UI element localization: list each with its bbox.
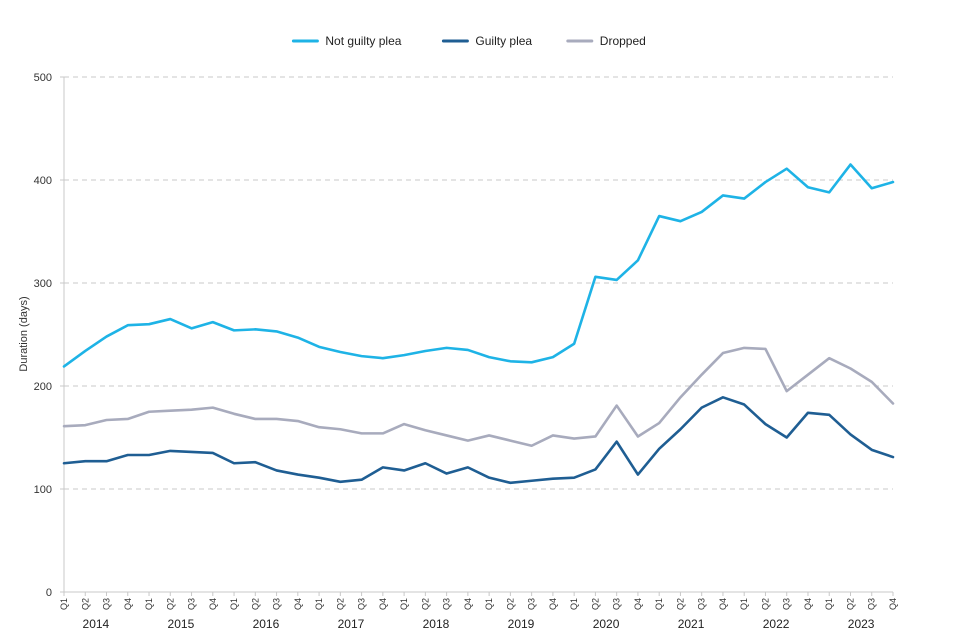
x-tick-label: Q3 bbox=[442, 598, 452, 610]
x-tick-label: Q3 bbox=[612, 598, 622, 610]
x-tick-label: Q2 bbox=[80, 598, 90, 610]
x-tick-label: Q3 bbox=[102, 598, 112, 610]
x-tick-label: Q1 bbox=[144, 598, 154, 610]
x-tick-label: Q4 bbox=[378, 598, 388, 610]
year-label: 2020 bbox=[593, 617, 620, 631]
legend-label: Guilty plea bbox=[475, 34, 532, 48]
legend-label: Dropped bbox=[600, 34, 646, 48]
x-tick-label: Q2 bbox=[505, 598, 515, 610]
year-label: 2015 bbox=[168, 617, 195, 631]
x-tick-label: Q1 bbox=[654, 598, 664, 610]
x-tick-label: Q4 bbox=[293, 598, 303, 610]
year-label: 2019 bbox=[508, 617, 535, 631]
year-label: 2018 bbox=[423, 617, 450, 631]
x-tick-label: Q1 bbox=[739, 598, 749, 610]
x-tick-label: Q4 bbox=[123, 598, 133, 610]
x-tick-label: Q2 bbox=[420, 598, 430, 610]
x-tick-label: Q4 bbox=[633, 598, 643, 610]
year-label: 2021 bbox=[678, 617, 705, 631]
series-line-guilty-plea bbox=[62, 396, 895, 485]
x-tick-label: Q4 bbox=[208, 598, 218, 610]
y-tick-label: 100 bbox=[34, 484, 52, 496]
x-tick-label: Q2 bbox=[590, 598, 600, 610]
x-tick-label: Q1 bbox=[569, 598, 579, 610]
gridlines bbox=[64, 76, 893, 490]
legend-label: Not guilty plea bbox=[325, 34, 401, 48]
legend-item-guilty-plea: Guilty plea bbox=[441, 34, 532, 48]
legend-item-not-guilty-plea: Not guilty plea bbox=[291, 34, 402, 48]
x-tick-label: Q4 bbox=[803, 598, 813, 610]
series-line-not-guilty-plea bbox=[62, 163, 895, 368]
x-tick-label: Q3 bbox=[782, 598, 792, 610]
x-tick-label: Q4 bbox=[718, 598, 728, 610]
x-tick-label: Q3 bbox=[187, 598, 197, 610]
series-lines bbox=[62, 163, 895, 485]
y-axis-ticks: 0 100 200 300 400 500 bbox=[34, 72, 64, 599]
x-tick-label: Q1 bbox=[824, 598, 834, 610]
x-tick-label: Q1 bbox=[229, 598, 239, 610]
y-axis-title: Duration (days) bbox=[18, 296, 30, 371]
x-tick-label: Q1 bbox=[59, 598, 69, 610]
y-tick-label: 200 bbox=[34, 381, 52, 393]
x-tick-label: Q2 bbox=[675, 598, 685, 610]
year-label: 2016 bbox=[253, 617, 280, 631]
x-tick-label: Q3 bbox=[357, 598, 367, 610]
x-tick-label: Q4 bbox=[463, 598, 473, 610]
x-tick-label: Q4 bbox=[548, 598, 558, 610]
x-tick-label: Q1 bbox=[399, 598, 409, 610]
x-tick-label: Q1 bbox=[484, 598, 494, 610]
y-tick-label: 500 bbox=[34, 72, 52, 84]
year-label: 2023 bbox=[848, 617, 875, 631]
y-tick-label: 400 bbox=[34, 175, 52, 187]
legend: Not guilty plea Guilty plea Dropped bbox=[291, 34, 646, 48]
x-tick-label: Q1 bbox=[314, 598, 324, 610]
x-tick-label: Q2 bbox=[335, 598, 345, 610]
y-tick-label: 0 bbox=[46, 587, 52, 599]
legend-item-dropped: Dropped bbox=[566, 34, 646, 48]
x-tick-label: Q3 bbox=[697, 598, 707, 610]
x-axis-quarter-ticks: Q1 Q2 Q3 Q4 Q1 Q2 Q3 Q4 Q1 Q2 Q3 Q4 Q1 Q2 Q3 Q4 Q1 Q2 Q3 Q4… bbox=[59, 592, 898, 610]
y-tick-label: 300 bbox=[34, 278, 52, 290]
x-tick-label: Q2 bbox=[165, 598, 175, 610]
year-label: 2014 bbox=[83, 617, 110, 631]
series-line-dropped bbox=[62, 346, 895, 448]
x-tick-label: Q4 bbox=[888, 598, 898, 610]
year-label: 2017 bbox=[338, 617, 365, 631]
x-tick-label: Q3 bbox=[867, 598, 877, 610]
x-tick-label: Q2 bbox=[845, 598, 855, 610]
x-tick-label: Q2 bbox=[250, 598, 260, 610]
x-tick-label: Q2 bbox=[760, 598, 770, 610]
x-axis-year-labels: 2014 2015 2016 2017 2018 2019 2020 2021 2022 2023 bbox=[83, 617, 875, 631]
year-label: 2022 bbox=[763, 617, 790, 631]
x-tick-label: Q3 bbox=[272, 598, 282, 610]
x-tick-label: Q3 bbox=[527, 598, 537, 610]
